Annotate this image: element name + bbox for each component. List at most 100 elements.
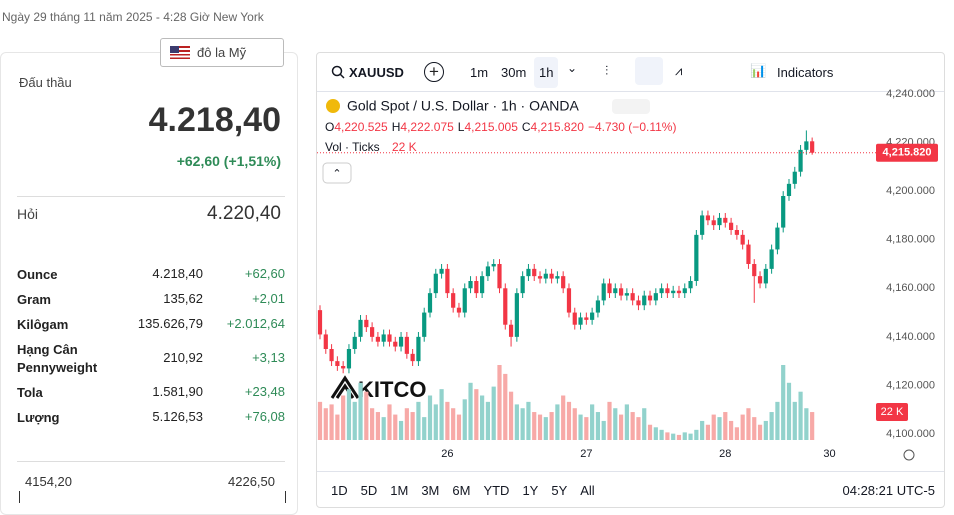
ohlc-value: 4,215.820 <box>531 120 585 134</box>
flag <box>170 46 190 59</box>
candle-body <box>358 319 363 337</box>
candle-body <box>543 273 548 279</box>
quote-panel: Đấu thầu 4.218,40 +62,60 (+1,51%) Hỏi 4.… <box>0 52 298 515</box>
volume-bar <box>601 420 606 440</box>
volume-bar <box>427 395 433 440</box>
volume-bar <box>566 401 572 440</box>
candle-body <box>508 324 514 337</box>
candle-body <box>740 234 745 245</box>
interval[interactable]: 1m <box>470 65 489 80</box>
dropdown[interactable]: ⌄ <box>567 61 578 75</box>
x-tick-label: 26 <box>441 448 453 460</box>
volume-bar <box>734 427 739 440</box>
unit-change: +62,60 <box>244 266 285 281</box>
candle-body <box>404 336 409 354</box>
volume-bar <box>474 389 479 440</box>
chart-type-icon[interactable]: ⩘ <box>675 63 683 78</box>
volume-bar <box>642 408 647 440</box>
collapse-button[interactable] <box>322 162 352 184</box>
range-button[interactable]: 3M <box>421 483 440 498</box>
range-button[interactable]: 5D <box>360 483 378 498</box>
candle-body <box>514 293 519 337</box>
interval[interactable]: 1h <box>534 57 559 88</box>
range-button[interactable]: 5Y <box>551 483 568 498</box>
candle-body <box>757 276 763 284</box>
ohlc-value: 4,215.005 <box>464 120 518 134</box>
unit-price: 1.581,90 <box>152 384 203 399</box>
divider <box>17 461 285 462</box>
candle-body <box>491 264 496 267</box>
range-button[interactable]: 1Y <box>522 483 539 498</box>
symbol[interactable]: XAUUSD <box>349 65 404 80</box>
unit-change: +2.012,64 <box>226 316 285 331</box>
volume-bar <box>798 391 803 440</box>
volume-bar <box>497 365 502 440</box>
candle-body <box>439 268 444 274</box>
volume-bar <box>752 417 757 440</box>
range-button[interactable]: 1M <box>390 483 409 498</box>
range-button[interactable]: YTD <box>483 483 510 498</box>
range-button[interactable]: 1D <box>331 483 348 498</box>
volume-bar <box>572 408 577 440</box>
bars-icon[interactable]: ⫶ <box>605 63 609 78</box>
volume-bar <box>503 373 508 440</box>
candle-body <box>537 276 543 279</box>
candle-body <box>352 336 357 349</box>
volume-bar <box>410 412 415 440</box>
candle-body <box>520 276 525 294</box>
candle-body <box>375 336 380 342</box>
candle-body <box>584 317 589 320</box>
candle-body <box>381 334 386 342</box>
candle-body <box>566 288 572 313</box>
candle-body <box>572 312 577 325</box>
datetime: Ngày 29 tháng 11 năm 2025 - 4:28 Giờ New… <box>2 10 264 24</box>
volume-bar <box>462 399 467 440</box>
metal-unit: Gram <box>17 292 51 307</box>
volume-title: Vol · Ticks <box>325 140 380 154</box>
candle-body <box>607 283 612 294</box>
candle-icon[interactable] <box>635 57 663 85</box>
compare-button[interactable]: + <box>424 62 444 82</box>
watermark: KITCO <box>358 377 426 402</box>
range-buttons: 1D 5D 1M 3M 6M YTD 1Y 5Y All <box>331 483 595 498</box>
ohlc-key: L <box>458 120 465 134</box>
range-button[interactable]: 6M <box>452 483 471 498</box>
volume-bar <box>578 414 583 440</box>
volume-bar <box>590 404 595 440</box>
volume-bar <box>694 429 699 440</box>
range-low: 4154,20 <box>25 474 72 489</box>
settings-icon[interactable] <box>903 449 915 461</box>
ohlc-key: C <box>522 120 531 134</box>
candle-body <box>595 300 601 313</box>
candle-body <box>642 295 647 306</box>
indicators[interactable]: Indicators <box>777 65 834 80</box>
y-tick-label: 4,140.000 <box>886 331 935 343</box>
volume-bar <box>532 412 537 440</box>
kitco-logo: KITCO <box>330 375 426 402</box>
candle-body <box>532 268 537 277</box>
volume-bar <box>364 391 369 440</box>
range-button[interactable]: All <box>580 483 595 498</box>
currency-select[interactable]: đô la Mỹ <box>160 38 284 67</box>
candle-body <box>416 336 421 362</box>
volume-bar <box>375 412 380 440</box>
price-tag-bg <box>876 143 938 162</box>
candle-body <box>451 293 456 308</box>
collapse-icon[interactable]: ⌃ <box>332 168 341 180</box>
y-tick-label: 4,200.000 <box>886 185 935 197</box>
ohlc-value: 4,220.525 <box>334 120 388 134</box>
indicator-icon[interactable]: 📊 <box>750 63 767 78</box>
candle-body <box>346 349 352 369</box>
volume-bar <box>630 412 635 440</box>
interval[interactable]: 30m <box>501 65 527 80</box>
ask: 4.220,40 <box>207 203 281 224</box>
candle-body <box>647 295 653 301</box>
volume-bar <box>537 414 543 440</box>
candle-body <box>618 288 624 296</box>
volume-bar <box>514 404 519 440</box>
volume-bar <box>358 382 363 440</box>
unit-price: 4.218,40 <box>152 266 203 281</box>
volume-tag-bg <box>876 403 908 422</box>
